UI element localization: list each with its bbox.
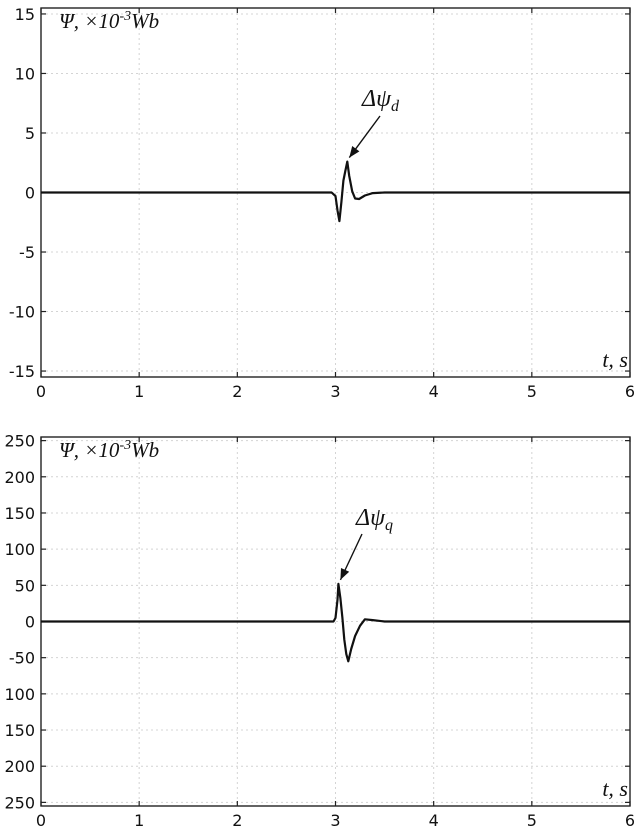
y-tick-label: 100 [4, 685, 35, 704]
y-tick-label: -50 [9, 649, 35, 668]
x-tick-label: 6 [625, 382, 635, 401]
annotation-label: Δψd [361, 86, 400, 115]
bottom-flux-chart: 0 1 2 3 4 5 6 250 200 150 100 50 0 -50 100 150 200 250 Ψ, … [4, 432, 635, 830]
x-tick-label: 2 [232, 811, 242, 830]
annotation-arrow-head [340, 568, 350, 580]
y-tick-label: 200 [4, 757, 35, 776]
y-tick-label: 150 [4, 504, 35, 523]
top-flux-chart: 0 1 2 3 4 5 6 15 10 5 0 -5 -10 -15 Ψ, ×10-3Wb t, s Δψd [9, 5, 635, 401]
x-tick-label: 0 [36, 382, 46, 401]
annotation-arrow-head [349, 146, 360, 158]
y-tick-label: 0 [25, 613, 35, 632]
y-axis-label-exponent: -3 [119, 438, 131, 453]
y-axis-label: Ψ, ×10-3Wb [59, 438, 159, 462]
y-tick-label: 200 [4, 468, 35, 487]
x-tick-label: 4 [429, 811, 439, 830]
y-axis-label-base: Ψ, ×10 [59, 9, 120, 33]
flux-series-line [41, 582, 630, 663]
y-tick-label: 150 [4, 721, 35, 740]
x-tick-label: 1 [134, 382, 144, 401]
x-tick-label: 5 [527, 811, 537, 830]
x-axis-label: t, s [602, 347, 628, 372]
annotation-label: Δψq [355, 505, 393, 534]
x-tick-label: 3 [330, 382, 340, 401]
x-tick-label: 4 [429, 382, 439, 401]
x-tick-label: 2 [232, 382, 242, 401]
x-tick-label: 5 [527, 382, 537, 401]
y-tick-label: 250 [4, 793, 35, 812]
y-axis-label-base: Ψ, ×10 [59, 438, 120, 462]
y-tick-label: -5 [19, 243, 35, 262]
y-axis-label: Ψ, ×10-3Wb [59, 9, 159, 33]
x-axis-label: t, s [602, 776, 628, 801]
y-tick-label: 50 [15, 576, 35, 595]
y-axis-label-exponent: -3 [119, 9, 131, 24]
x-tick-label: 1 [134, 811, 144, 830]
y-tick-label: 10 [15, 64, 35, 83]
x-tick-label: 0 [36, 811, 46, 830]
y-axis-label-unit: Wb [131, 438, 159, 462]
y-tick-label: -10 [9, 303, 35, 322]
y-tick-label: 250 [4, 432, 35, 451]
annotation-label-base: Δψ [361, 86, 392, 112]
y-axis-label-unit: Wb [131, 9, 159, 33]
annotation-label-base: Δψ [355, 505, 386, 531]
y-tick-label: 0 [25, 184, 35, 203]
x-tick-label: 3 [330, 811, 340, 830]
annotation-label-subscript: q [385, 517, 393, 534]
x-tick-label: 6 [625, 811, 635, 830]
y-tick-label: 100 [4, 540, 35, 559]
y-tick-label: -15 [9, 362, 35, 381]
y-tick-label: 5 [25, 124, 35, 143]
y-tick-label: 15 [15, 5, 35, 24]
flux-series-line [41, 160, 630, 223]
annotation-label-subscript: d [391, 98, 400, 115]
